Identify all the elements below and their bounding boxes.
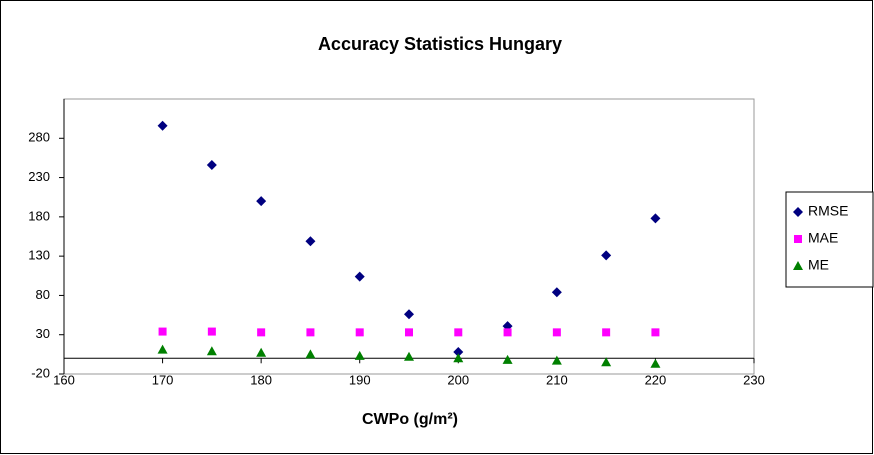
plot-area [63, 98, 755, 375]
x-tick-label: 160 [53, 372, 75, 387]
diamond-marker [793, 207, 803, 217]
x-tick-label: 220 [645, 372, 667, 387]
square-marker [207, 327, 216, 336]
x-tick-label: 170 [152, 372, 174, 387]
diamond-marker [256, 196, 267, 207]
legend-label: MAE [808, 230, 838, 246]
diamond-marker [453, 347, 464, 357]
diamond-marker [354, 271, 365, 282]
triangle-marker [650, 358, 661, 368]
diamond-marker [650, 213, 661, 224]
square-marker [257, 328, 266, 337]
triangle-marker [551, 355, 562, 365]
legend-label: ME [808, 257, 829, 273]
triangle-marker [453, 353, 464, 363]
diamond-marker [551, 287, 562, 298]
y-tick-label: 80 [36, 287, 50, 302]
diamond-marker [157, 120, 168, 131]
x-tick-label: 230 [743, 372, 765, 387]
x-tick-label: 210 [546, 372, 568, 387]
triangle-marker [601, 357, 612, 367]
y-tick-label: 180 [28, 208, 50, 223]
legend-label: RMSE [808, 203, 848, 219]
square-marker [602, 328, 611, 337]
square-marker [355, 328, 364, 337]
x-tick-label: 200 [447, 372, 469, 387]
square-marker [405, 328, 413, 337]
diamond-marker [404, 309, 414, 320]
square-marker [794, 235, 802, 243]
square-marker [552, 328, 561, 337]
chart-title: Accuracy Statistics Hungary [318, 34, 562, 54]
y-tick-label: 230 [28, 169, 50, 184]
y-tick-label: 280 [28, 130, 50, 145]
square-marker [651, 328, 660, 337]
square-marker [503, 328, 512, 337]
diamond-marker [206, 160, 217, 170]
diamond-marker [601, 250, 612, 261]
x-tick-label: 190 [349, 372, 371, 387]
square-marker [158, 327, 167, 336]
triangle-marker [404, 351, 414, 361]
y-tick-label: 130 [28, 248, 50, 263]
triangle-marker [502, 354, 513, 364]
square-marker [306, 328, 315, 337]
triangle-marker [354, 350, 365, 360]
diamond-marker [305, 236, 316, 247]
triangle-marker [793, 261, 803, 270]
triangle-marker [256, 347, 267, 357]
x-tick-label: 180 [250, 372, 272, 387]
square-marker [454, 328, 463, 337]
y-tick-label: 30 [36, 326, 50, 341]
triangle-marker [305, 349, 316, 359]
x-axis-title: CWPo (g/m²) [362, 411, 458, 428]
triangle-marker [157, 344, 168, 354]
y-tick-label: -20 [31, 365, 50, 380]
triangle-marker [206, 346, 217, 356]
